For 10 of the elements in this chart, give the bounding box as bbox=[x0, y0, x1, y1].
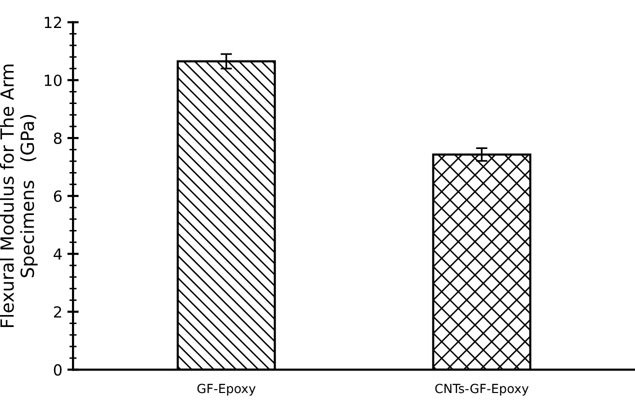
y-tick-label: 12 bbox=[44, 16, 62, 28]
y-tick-label: 8 bbox=[54, 132, 62, 144]
y-tick-label: 2 bbox=[54, 306, 62, 318]
y-tick-label: 10 bbox=[44, 74, 62, 86]
y-tick-label: 0 bbox=[54, 364, 62, 376]
y-axis-title: Flexural Modulus for The Arm Specimens (GPa) bbox=[0, 64, 38, 327]
y-tick-label: 4 bbox=[54, 248, 62, 260]
y-tick-label: 6 bbox=[54, 190, 62, 202]
x-tick-label: CNTs-GF-Epoxy bbox=[435, 384, 529, 396]
x-tick-label: GF-Epoxy bbox=[197, 384, 256, 396]
